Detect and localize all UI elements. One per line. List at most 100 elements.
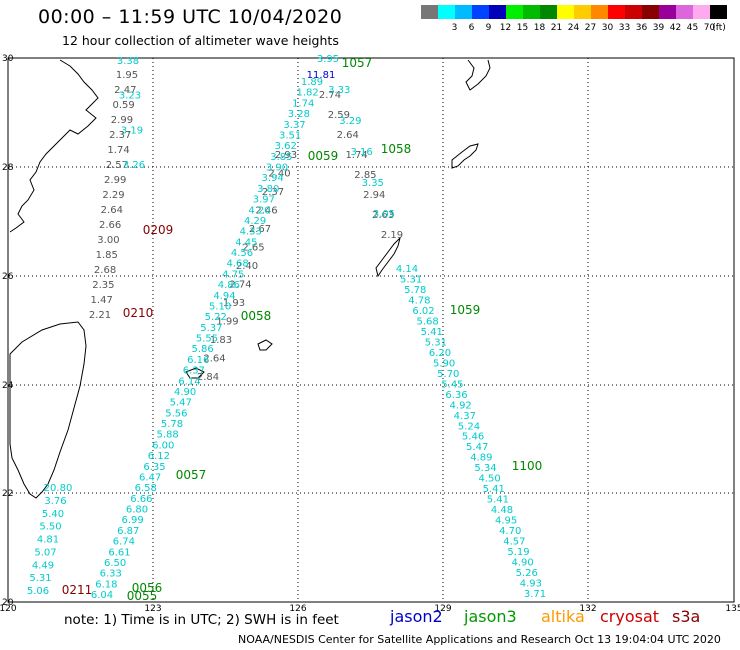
track-value: 2.64 — [203, 354, 225, 365]
legend-label: 36 — [635, 23, 648, 33]
color-legend: 3 6 9 12 15 18 21 24 27 30 33 36 39 42 45 70 (ft) — [421, 5, 727, 37]
satellite-name: jason2 — [390, 607, 443, 626]
satellite-name: altika — [541, 607, 585, 626]
track-value: 2.85 — [354, 170, 376, 181]
track-value: 5.10 — [209, 301, 231, 312]
legend-label: 9 — [485, 23, 492, 33]
track-value: 3.71 — [524, 589, 546, 600]
map-frame — [7, 57, 735, 603]
legend-swatch — [523, 5, 540, 19]
track-value: 5.06 — [27, 586, 49, 597]
lon-tick-label: 129 — [434, 604, 451, 614]
lat-tick-label: 30 — [2, 54, 14, 64]
legend-swatch — [591, 5, 608, 19]
track-value: 6.99 — [121, 515, 143, 526]
track-value: 2.37 — [109, 130, 131, 141]
track-value: 5.31 — [425, 337, 447, 348]
track-value: 3.26 — [123, 160, 145, 171]
track-value: 3.94 — [261, 173, 283, 184]
lon-tick-label: 126 — [289, 604, 306, 614]
track-value: 2.93 — [275, 150, 297, 161]
legend-label: 24 — [567, 23, 580, 33]
track-value: 3.23 — [119, 91, 141, 102]
chart-title: 00:00 – 11:59 UTC 10/04/2020 — [38, 6, 343, 28]
track-value: 6.66 — [130, 494, 152, 505]
track-value: 5.55 — [196, 334, 218, 345]
track-value: 5.41 — [421, 327, 443, 338]
lat-tick-label: 20 — [2, 598, 14, 608]
legend-label: 6 — [468, 23, 475, 33]
track-value: 1.74 — [345, 150, 367, 161]
track-value: 6.80 — [126, 505, 148, 516]
track-value: 2.35 — [92, 280, 114, 291]
track-value: 5.70 — [437, 369, 459, 380]
track-value: 6.58 — [135, 483, 157, 494]
track-value: 4.86 — [218, 280, 240, 291]
graticule — [8, 58, 734, 602]
track-value: 6.74 — [113, 537, 135, 548]
track-value: 1.74 — [107, 145, 129, 156]
track-value: 4.90 — [174, 387, 196, 398]
track-value: 2.84 — [197, 372, 219, 383]
track-value: 5.26 — [516, 568, 538, 579]
footer-note: note: 1) Time is in UTC; 2) SWH is in fe… — [64, 612, 339, 628]
legend-swatch — [472, 5, 489, 19]
track-value: 2.21 — [89, 310, 111, 321]
legend-label: 18 — [533, 23, 546, 33]
track-value: 4.89 — [470, 453, 492, 464]
track-value: 2.64 — [337, 130, 359, 141]
track-value: 1.85 — [96, 250, 118, 261]
track-value: 6.02 — [412, 306, 434, 317]
track-value: 20.80 — [44, 483, 73, 494]
track-value: 6.12 — [148, 451, 170, 462]
track-value: 2.94 — [363, 190, 385, 201]
legend-swatch — [608, 5, 625, 19]
legend-label: 45 — [686, 23, 699, 33]
track-value: 5.37 — [200, 323, 222, 334]
track-values: 4.145.315.784.786.025.685.415.316.205.90… — [27, 54, 546, 603]
track-value: 2.99 — [111, 115, 133, 126]
track-value: 6.35 — [143, 462, 165, 473]
track-value: 5.68 — [417, 316, 439, 327]
track-value: 3.76 — [44, 496, 66, 507]
legend-label: 70 — [703, 23, 716, 33]
track-value: 4.75 — [222, 269, 244, 280]
track-value: 6.33 — [100, 569, 122, 580]
track-value: 3.33 — [328, 85, 350, 96]
track-value: 3.29 — [339, 116, 361, 127]
credit-line: NOAA/NESDIS Center for Satellite Applica… — [238, 633, 721, 646]
track-value: 5.88 — [156, 430, 178, 441]
track-value: 6.00 — [152, 440, 174, 451]
china-coast — [9, 59, 99, 233]
track-value: 5.31 — [29, 573, 51, 584]
track-value: 3.85 — [270, 152, 292, 163]
track-value: 3.38 — [117, 56, 139, 67]
track-value: 1.93 — [223, 298, 245, 309]
track-value: 2.67 — [249, 224, 271, 235]
track-value: 4.92 — [450, 400, 472, 411]
lat-tick-label: 22 — [2, 489, 13, 499]
track-value: 4.56 — [231, 248, 253, 259]
satellite-name: s3a — [672, 607, 701, 626]
track-value: 4.95 — [495, 516, 517, 527]
track-value: 5.47 — [170, 398, 192, 409]
legend-label: 15 — [516, 23, 529, 33]
track-value: 6.14 — [178, 376, 200, 387]
track-value: 5.50 — [39, 522, 61, 533]
track-value: 1.47 — [91, 295, 113, 306]
legend-label: 21 — [550, 23, 563, 33]
track-value: 1.74 — [292, 98, 314, 109]
lat-tick-label: 26 — [2, 272, 14, 282]
legend-label: 12 — [499, 23, 512, 33]
track-value: 5.19 — [507, 547, 529, 558]
track-value: 2.57 — [106, 160, 128, 171]
track-value: 3.00 — [97, 235, 119, 246]
track-value: 4.37 — [454, 411, 476, 422]
time-label: 0057 — [176, 468, 207, 482]
time-label: 1059 — [450, 303, 481, 317]
lon-tick-label: 132 — [579, 604, 596, 614]
legend-swatch — [693, 5, 710, 19]
legend-swatch — [438, 5, 455, 19]
time-label: 1058 — [381, 142, 412, 156]
track-value: 2.40 — [236, 261, 258, 272]
